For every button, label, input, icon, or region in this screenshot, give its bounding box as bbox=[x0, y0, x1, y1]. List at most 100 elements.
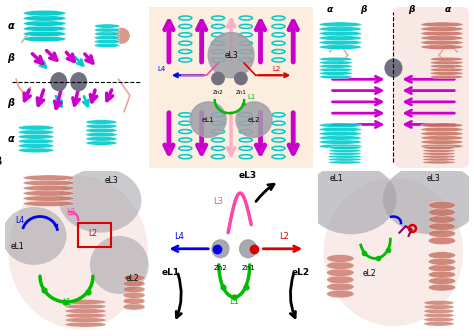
Ellipse shape bbox=[86, 120, 117, 124]
Ellipse shape bbox=[65, 318, 106, 323]
Ellipse shape bbox=[2, 207, 66, 265]
Text: eL3: eL3 bbox=[239, 171, 257, 180]
Circle shape bbox=[385, 59, 402, 77]
Text: L3: L3 bbox=[213, 197, 223, 206]
Text: L2: L2 bbox=[272, 66, 280, 72]
Ellipse shape bbox=[421, 135, 463, 140]
Ellipse shape bbox=[23, 10, 66, 16]
Text: L4: L4 bbox=[157, 66, 166, 72]
Text: L1: L1 bbox=[247, 94, 256, 100]
Text: β: β bbox=[8, 98, 15, 109]
Ellipse shape bbox=[327, 290, 354, 298]
Ellipse shape bbox=[319, 64, 353, 68]
Ellipse shape bbox=[428, 201, 456, 209]
Ellipse shape bbox=[424, 309, 454, 313]
Ellipse shape bbox=[327, 283, 354, 291]
Ellipse shape bbox=[328, 155, 362, 158]
Circle shape bbox=[240, 240, 256, 258]
Text: Zn1: Zn1 bbox=[236, 90, 246, 95]
Text: α: α bbox=[327, 5, 333, 13]
Ellipse shape bbox=[319, 22, 362, 27]
Text: Zn1: Zn1 bbox=[241, 265, 255, 271]
Text: eL3: eL3 bbox=[224, 51, 238, 59]
Ellipse shape bbox=[430, 75, 463, 79]
Ellipse shape bbox=[421, 123, 463, 128]
Text: L1: L1 bbox=[62, 298, 71, 307]
Ellipse shape bbox=[86, 124, 117, 129]
Ellipse shape bbox=[424, 317, 454, 322]
Ellipse shape bbox=[428, 208, 456, 216]
Text: L2: L2 bbox=[89, 229, 97, 238]
Ellipse shape bbox=[65, 299, 106, 304]
Ellipse shape bbox=[94, 24, 120, 28]
Ellipse shape bbox=[86, 141, 117, 145]
Ellipse shape bbox=[23, 180, 74, 186]
Text: eL2: eL2 bbox=[363, 269, 377, 278]
Text: A: A bbox=[0, 0, 3, 3]
Ellipse shape bbox=[23, 15, 66, 21]
Bar bbox=[78, 223, 110, 247]
Ellipse shape bbox=[421, 131, 463, 136]
Text: β: β bbox=[8, 53, 15, 63]
Ellipse shape bbox=[23, 175, 74, 181]
Ellipse shape bbox=[428, 264, 456, 272]
Circle shape bbox=[190, 102, 226, 137]
Text: Zn2: Zn2 bbox=[213, 90, 223, 95]
Ellipse shape bbox=[428, 237, 456, 245]
Ellipse shape bbox=[94, 39, 120, 44]
Text: L2: L2 bbox=[279, 232, 289, 241]
Ellipse shape bbox=[23, 20, 66, 26]
Ellipse shape bbox=[123, 304, 145, 310]
Ellipse shape bbox=[430, 71, 463, 75]
Text: eL1: eL1 bbox=[202, 117, 215, 123]
Text: eL2: eL2 bbox=[248, 117, 260, 123]
Ellipse shape bbox=[422, 155, 456, 158]
Ellipse shape bbox=[421, 31, 463, 36]
Circle shape bbox=[208, 33, 254, 78]
Ellipse shape bbox=[65, 313, 106, 318]
Ellipse shape bbox=[319, 75, 353, 79]
Ellipse shape bbox=[327, 255, 354, 262]
Ellipse shape bbox=[9, 175, 148, 329]
Ellipse shape bbox=[305, 163, 396, 234]
Ellipse shape bbox=[383, 163, 474, 234]
Ellipse shape bbox=[422, 158, 456, 161]
Ellipse shape bbox=[421, 45, 463, 49]
Ellipse shape bbox=[123, 298, 145, 304]
Ellipse shape bbox=[421, 40, 463, 45]
Ellipse shape bbox=[65, 304, 106, 309]
Ellipse shape bbox=[327, 269, 354, 277]
Ellipse shape bbox=[319, 27, 362, 32]
Text: eL1: eL1 bbox=[162, 267, 180, 277]
Text: B: B bbox=[0, 155, 2, 168]
Ellipse shape bbox=[23, 26, 66, 32]
Ellipse shape bbox=[23, 191, 74, 196]
Ellipse shape bbox=[319, 36, 362, 41]
Ellipse shape bbox=[319, 68, 353, 72]
Ellipse shape bbox=[94, 43, 120, 48]
Ellipse shape bbox=[430, 57, 463, 61]
Circle shape bbox=[71, 73, 86, 91]
Text: L4: L4 bbox=[174, 232, 184, 241]
Ellipse shape bbox=[23, 201, 74, 206]
Text: eL2: eL2 bbox=[125, 274, 139, 283]
Circle shape bbox=[236, 102, 272, 137]
Circle shape bbox=[212, 240, 229, 258]
Ellipse shape bbox=[421, 127, 463, 132]
Ellipse shape bbox=[113, 28, 130, 44]
Text: Zn2: Zn2 bbox=[213, 265, 228, 271]
Ellipse shape bbox=[86, 128, 117, 133]
Text: eL1: eL1 bbox=[330, 174, 343, 183]
Ellipse shape bbox=[428, 278, 456, 285]
Ellipse shape bbox=[422, 152, 456, 155]
Ellipse shape bbox=[23, 196, 74, 201]
Ellipse shape bbox=[424, 300, 454, 305]
Text: eL1: eL1 bbox=[10, 242, 24, 251]
Ellipse shape bbox=[428, 252, 456, 259]
Ellipse shape bbox=[319, 61, 353, 65]
Text: β: β bbox=[409, 5, 415, 13]
Ellipse shape bbox=[424, 313, 454, 318]
Ellipse shape bbox=[328, 152, 362, 155]
Text: eL3: eL3 bbox=[427, 174, 440, 183]
Ellipse shape bbox=[428, 223, 456, 230]
